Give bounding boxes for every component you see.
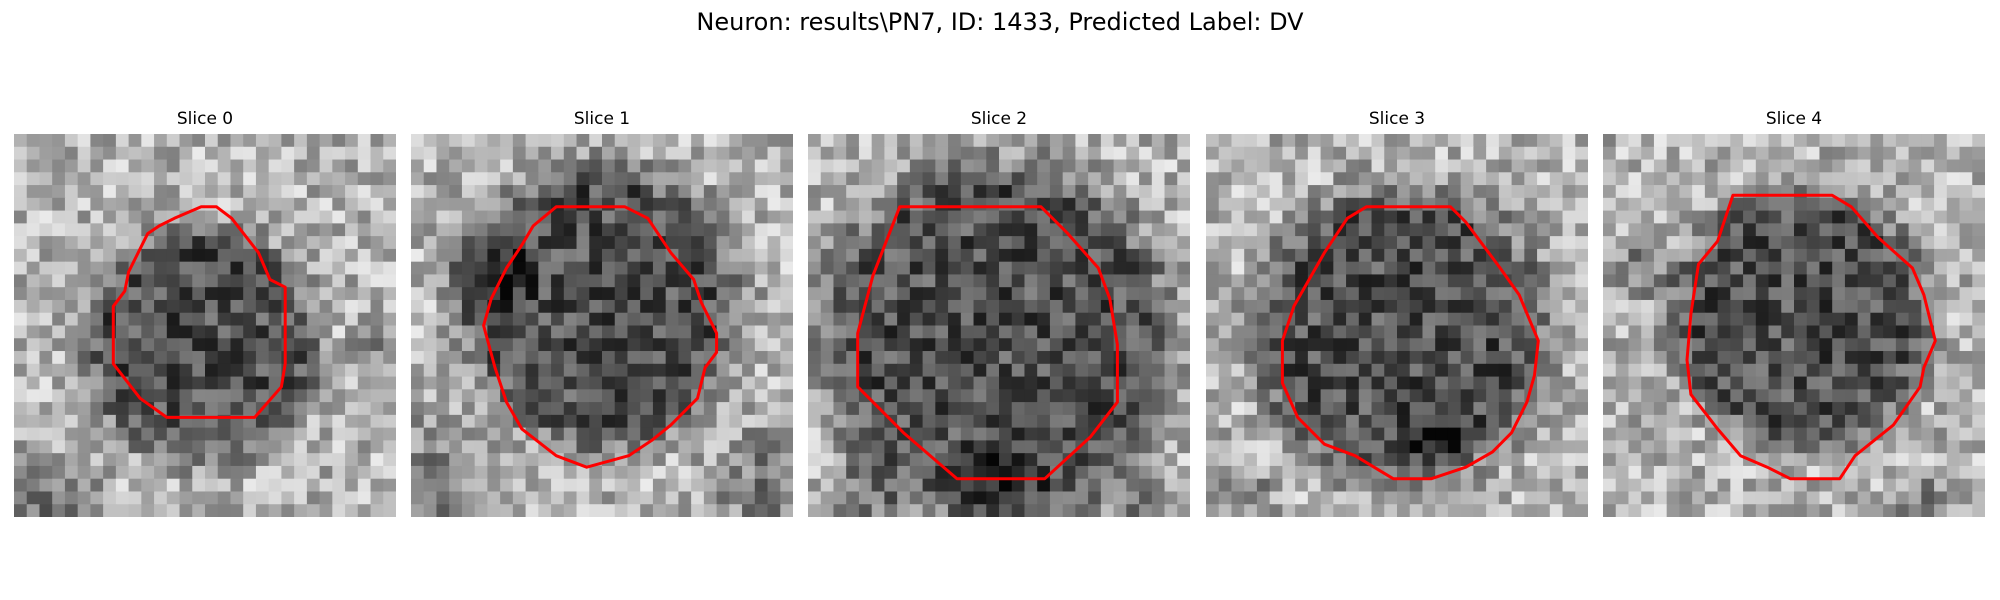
slice-image-2: [808, 134, 1190, 517]
pixel-grid: [1603, 134, 1985, 517]
slice-title-4: Slice 4: [1765, 109, 1823, 129]
slice-title-3: Slice 3: [1368, 109, 1426, 129]
roi-contour: [1280, 205, 1540, 481]
roi-contour: [111, 205, 287, 419]
slice-image-1: [411, 134, 793, 517]
roi-contour: [856, 205, 1119, 481]
slice-title-0: Slice 0: [176, 109, 234, 129]
pixel-grid: [1206, 134, 1588, 517]
figure-title: Neuron: results\PN7, ID: 1433, Predicted…: [696, 8, 1304, 36]
roi-contour: [482, 205, 719, 469]
slice-image-4: [1603, 134, 1985, 517]
pixel-grid: [411, 134, 793, 517]
pixel-grid: [808, 134, 1190, 517]
slice-image-0: [14, 134, 396, 517]
slice-title-1: Slice 1: [573, 109, 631, 129]
slice-title-2: Slice 2: [970, 109, 1028, 129]
pixel-grid: [14, 134, 396, 517]
roi-contour: [1685, 193, 1937, 481]
slice-image-3: [1206, 134, 1588, 517]
